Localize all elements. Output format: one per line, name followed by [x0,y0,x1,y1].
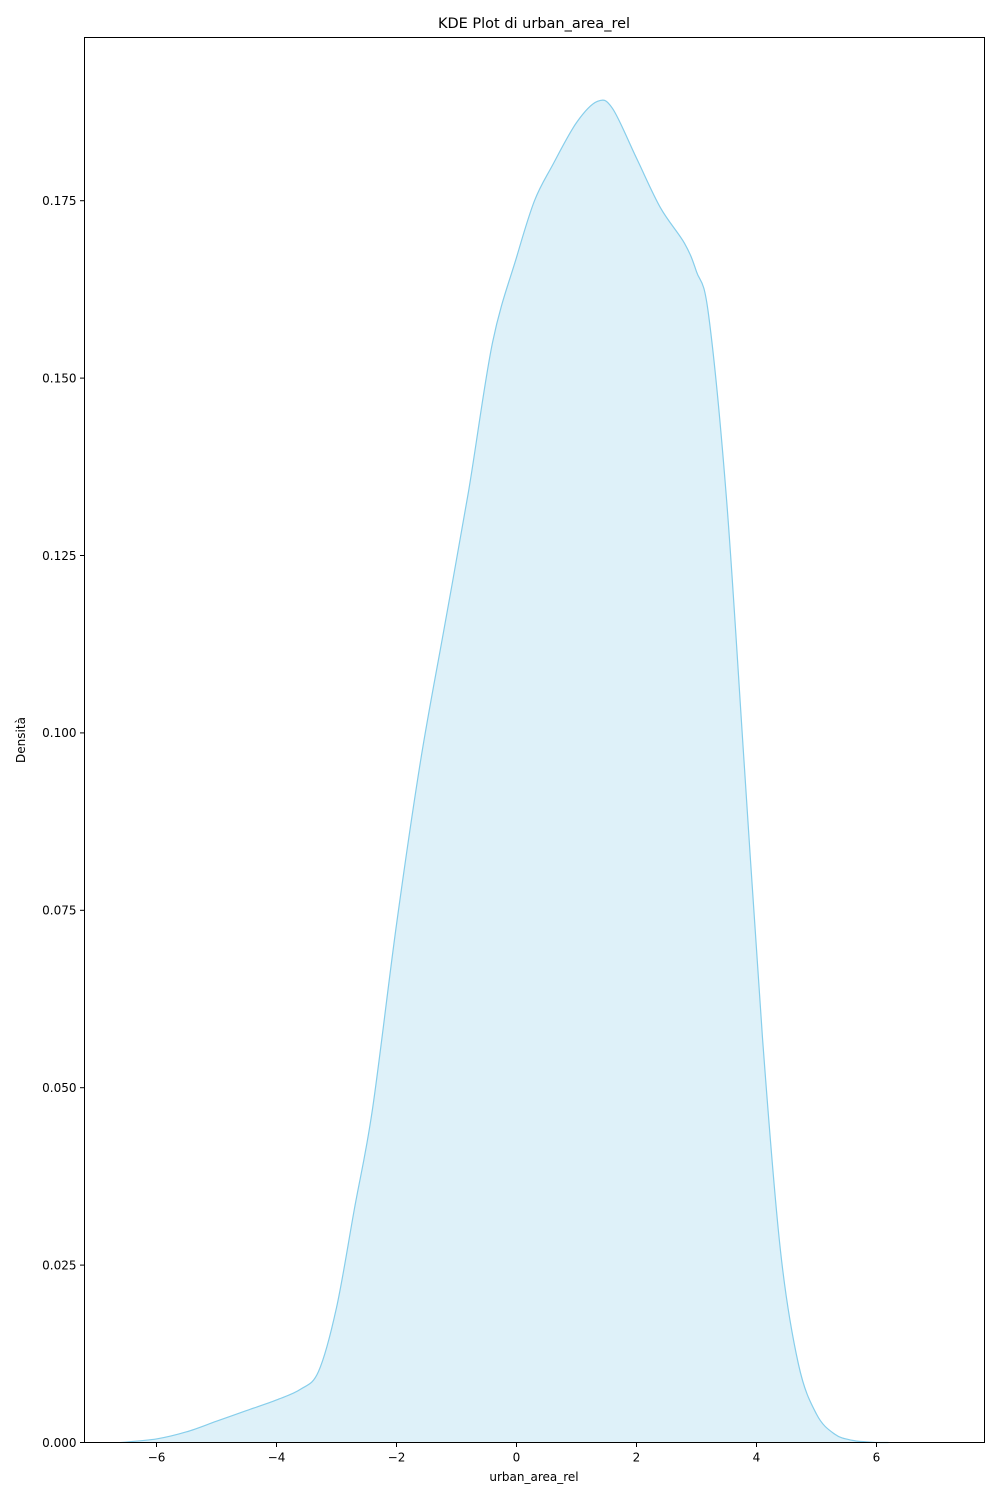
kde-area-fill [120,100,889,1443]
y-tick-label: 0.100 [42,726,76,740]
y-tick-label: 0.150 [42,371,76,385]
y-tick-label: 0.075 [42,904,76,918]
y-tick-label: 0.000 [42,1436,76,1450]
x-tick-label: 4 [753,1451,761,1465]
x-tick-label: −6 [148,1451,166,1465]
y-tick-label: 0.125 [42,549,76,563]
chart-title: KDE Plot di urban_area_rel [438,16,630,32]
x-tick-label: −4 [268,1451,286,1465]
y-axis-title: Densità [14,717,28,763]
kde-density-line [120,99,889,1444]
y-tick-label: 0.025 [42,1258,76,1272]
x-tick-label: −2 [388,1451,406,1465]
x-tick-label: 0 [513,1451,521,1465]
y-tick-label: 0.050 [42,1081,76,1095]
y-tick-label: 0.175 [42,194,76,208]
plot-frame [84,37,985,1443]
x-tick-label: 6 [873,1451,881,1465]
x-axis-title: urban_area_rel [489,1470,578,1484]
x-tick-label: 2 [633,1451,641,1465]
